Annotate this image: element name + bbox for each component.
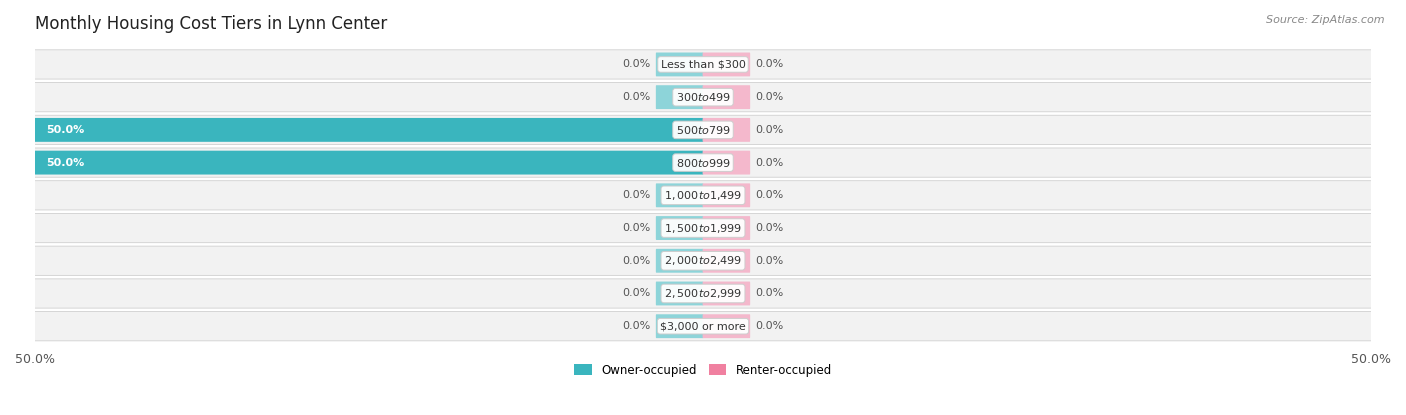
FancyBboxPatch shape	[655, 53, 703, 76]
FancyBboxPatch shape	[655, 183, 703, 207]
FancyBboxPatch shape	[655, 314, 703, 338]
FancyBboxPatch shape	[703, 314, 751, 338]
Text: Less than $300: Less than $300	[661, 59, 745, 69]
Text: 0.0%: 0.0%	[755, 223, 783, 233]
FancyBboxPatch shape	[35, 151, 703, 175]
Text: 0.0%: 0.0%	[623, 321, 651, 331]
Text: Monthly Housing Cost Tiers in Lynn Center: Monthly Housing Cost Tiers in Lynn Cente…	[35, 15, 387, 33]
Text: 0.0%: 0.0%	[755, 59, 783, 69]
FancyBboxPatch shape	[28, 181, 1378, 210]
Text: 50.0%: 50.0%	[45, 125, 84, 135]
FancyBboxPatch shape	[28, 312, 1378, 341]
FancyBboxPatch shape	[28, 148, 1378, 177]
Text: 0.0%: 0.0%	[755, 158, 783, 168]
FancyBboxPatch shape	[703, 249, 751, 273]
FancyBboxPatch shape	[703, 183, 751, 207]
Text: $800 to $999: $800 to $999	[675, 156, 731, 168]
FancyBboxPatch shape	[703, 151, 751, 175]
Text: 0.0%: 0.0%	[755, 125, 783, 135]
Text: $2,500 to $2,999: $2,500 to $2,999	[664, 287, 742, 300]
FancyBboxPatch shape	[655, 249, 703, 273]
Text: $2,000 to $2,499: $2,000 to $2,499	[664, 254, 742, 267]
FancyBboxPatch shape	[703, 53, 751, 76]
Text: $1,500 to $1,999: $1,500 to $1,999	[664, 222, 742, 234]
FancyBboxPatch shape	[28, 246, 1378, 276]
Text: 0.0%: 0.0%	[623, 59, 651, 69]
FancyBboxPatch shape	[703, 85, 751, 109]
Text: 0.0%: 0.0%	[755, 321, 783, 331]
Text: 0.0%: 0.0%	[623, 190, 651, 200]
Text: 0.0%: 0.0%	[755, 256, 783, 266]
FancyBboxPatch shape	[28, 115, 1378, 144]
FancyBboxPatch shape	[28, 50, 1378, 79]
Text: $300 to $499: $300 to $499	[675, 91, 731, 103]
FancyBboxPatch shape	[655, 281, 703, 305]
Text: $1,000 to $1,499: $1,000 to $1,499	[664, 189, 742, 202]
Text: 0.0%: 0.0%	[755, 288, 783, 298]
Text: Source: ZipAtlas.com: Source: ZipAtlas.com	[1267, 15, 1385, 24]
FancyBboxPatch shape	[28, 83, 1378, 112]
FancyBboxPatch shape	[703, 216, 751, 240]
FancyBboxPatch shape	[703, 118, 751, 142]
Text: $500 to $799: $500 to $799	[675, 124, 731, 136]
Text: 0.0%: 0.0%	[755, 190, 783, 200]
FancyBboxPatch shape	[28, 279, 1378, 308]
FancyBboxPatch shape	[28, 213, 1378, 243]
FancyBboxPatch shape	[35, 118, 703, 142]
Text: $3,000 or more: $3,000 or more	[661, 321, 745, 331]
Text: 0.0%: 0.0%	[623, 92, 651, 102]
FancyBboxPatch shape	[655, 85, 703, 109]
Text: 0.0%: 0.0%	[623, 288, 651, 298]
Text: 0.0%: 0.0%	[623, 256, 651, 266]
FancyBboxPatch shape	[703, 281, 751, 305]
Text: 50.0%: 50.0%	[45, 158, 84, 168]
Text: 0.0%: 0.0%	[755, 92, 783, 102]
Text: 0.0%: 0.0%	[623, 223, 651, 233]
Legend: Owner-occupied, Renter-occupied: Owner-occupied, Renter-occupied	[569, 359, 837, 381]
FancyBboxPatch shape	[655, 216, 703, 240]
